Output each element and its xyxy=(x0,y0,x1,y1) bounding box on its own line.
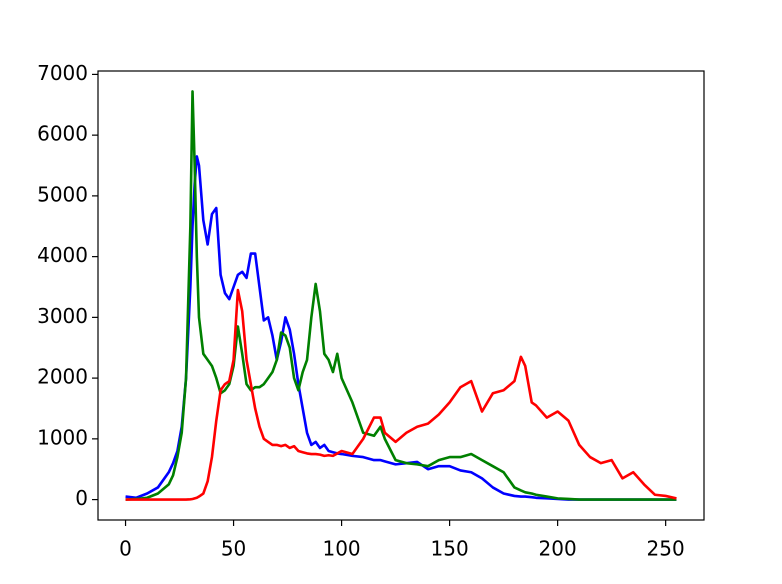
series-line xyxy=(125,288,677,501)
y-tick-label: 5000 xyxy=(37,182,88,206)
x-tick-label: 50 xyxy=(221,537,246,561)
y-tick-label: 0 xyxy=(75,486,88,510)
y-tick-label: 4000 xyxy=(37,243,88,267)
y-tick-label: 3000 xyxy=(37,304,88,328)
y-tick-label: 2000 xyxy=(37,365,88,389)
plot-frame xyxy=(97,70,705,521)
series-line xyxy=(125,90,677,501)
x-tick-label: 250 xyxy=(647,537,685,561)
x-tick-label: 150 xyxy=(431,537,469,561)
y-tick-label: 1000 xyxy=(37,425,88,449)
x-tick-label: 200 xyxy=(539,537,577,561)
x-tick-label: 100 xyxy=(322,537,360,561)
series-line xyxy=(125,155,677,501)
x-tick-label: 0 xyxy=(119,537,132,561)
y-tick-label: 7000 xyxy=(37,61,88,85)
y-tick-label: 6000 xyxy=(37,122,88,146)
